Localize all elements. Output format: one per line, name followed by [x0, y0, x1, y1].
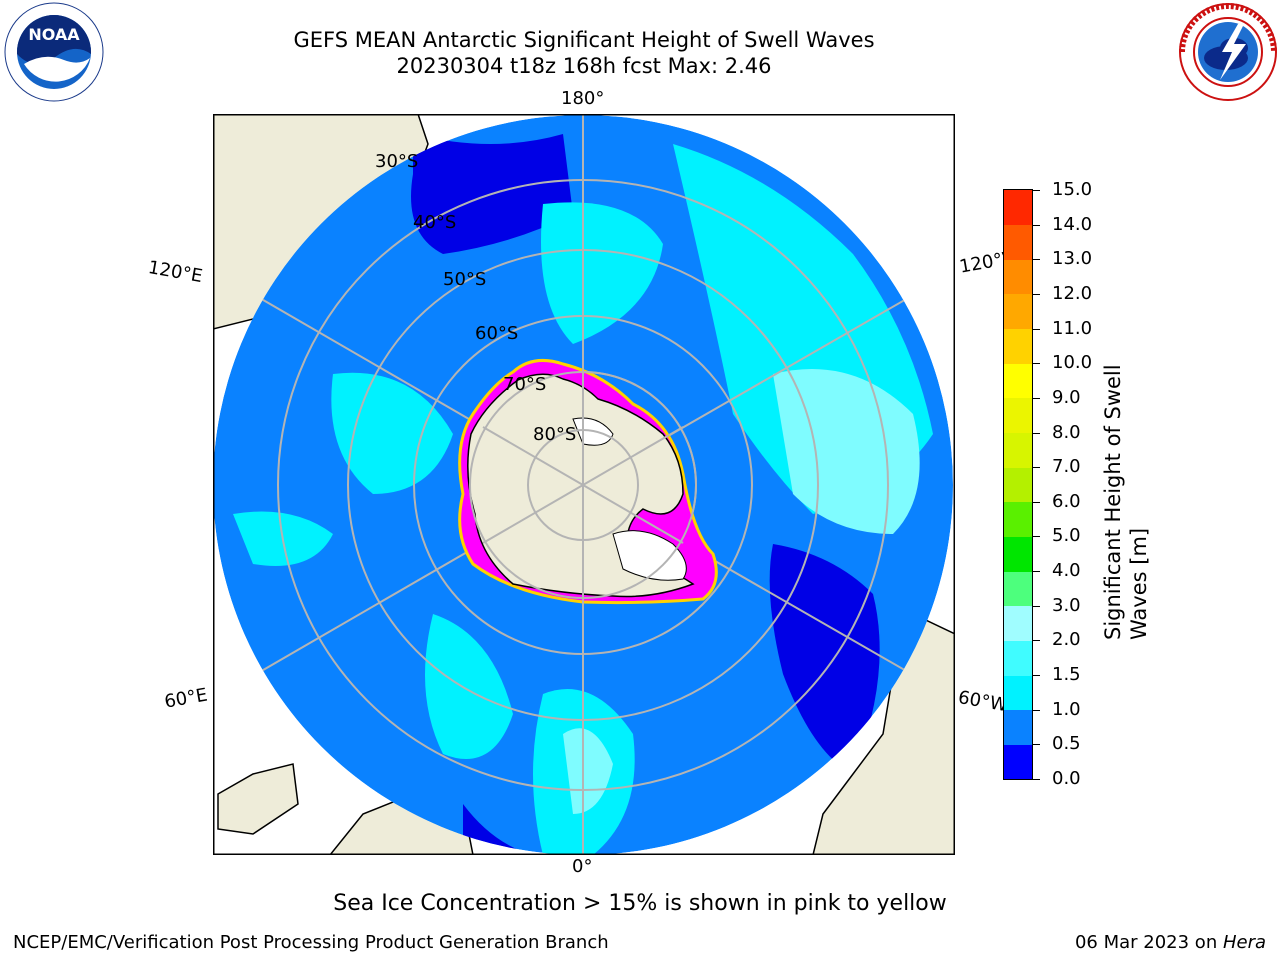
colorbar-tick [1033, 744, 1040, 746]
colorbar-segment [1004, 744, 1032, 780]
colorbar-tick [1033, 709, 1040, 711]
colorbar-tick [1033, 259, 1040, 261]
footer-producer: NCEP/EMC/Verification Post Processing Pr… [13, 932, 609, 953]
colorbar-tick [1033, 363, 1040, 365]
colorbar-segment [1004, 224, 1032, 260]
colorbar-tick-label: 3.0 [1052, 594, 1081, 616]
colorbar-tick-label: 9.0 [1052, 386, 1081, 408]
colorbar-segment [1004, 432, 1032, 468]
colorbar-tick [1033, 640, 1040, 642]
colorbar-segment [1004, 709, 1032, 745]
colorbar-tick [1033, 190, 1040, 191]
colorbar-tick [1033, 432, 1040, 434]
lon-label-0: 0° [572, 856, 593, 877]
national-weather-service-logo-icon [1179, 3, 1277, 101]
colorbar-tick [1033, 675, 1040, 677]
polar-map [213, 114, 955, 855]
colorbar-tick-label: 8.0 [1052, 421, 1081, 443]
colorbar-segment [1004, 293, 1032, 330]
lat-label-30s: 30°S [375, 151, 419, 172]
colorbar [1003, 189, 1033, 780]
colorbar-tick-label: 1.0 [1052, 698, 1081, 720]
colorbar-segment [1004, 675, 1032, 711]
lat-label-50s: 50°S [443, 269, 487, 290]
colorbar-segment [1004, 397, 1032, 434]
colorbar-tick-label: 14.0 [1052, 213, 1093, 235]
colorbar-tick-label: 5.0 [1052, 525, 1081, 547]
colorbar-segment [1004, 501, 1032, 537]
colorbar-tick-label: 0.0 [1052, 768, 1081, 789]
lon-label-60e: 60°E [162, 684, 210, 713]
colorbar-tick [1033, 501, 1040, 503]
colorbar-tick [1033, 536, 1040, 538]
colorbar-tick-label: 4.0 [1052, 560, 1081, 582]
lat-label-40s: 40°S [413, 212, 457, 233]
colorbar-segment [1004, 536, 1032, 572]
sea-ice-note: Sea Ice Concentration > 15% is shown in … [333, 891, 947, 916]
colorbar-tick-label: 11.0 [1052, 317, 1093, 339]
colorbar-tick [1033, 779, 1040, 780]
colorbar-segment [1004, 467, 1032, 503]
colorbar-tick-label: 13.0 [1052, 248, 1093, 270]
colorbar-tick [1033, 397, 1040, 399]
colorbar-tick-label: 12.0 [1052, 282, 1093, 304]
colorbar-tick-label: 7.0 [1052, 456, 1081, 478]
chart-title: GEFS MEAN Antarctic Significant Height o… [293, 28, 875, 52]
colorbar-tick-label: 6.0 [1052, 490, 1081, 512]
colorbar-tick-label: 15.0 [1052, 179, 1093, 200]
chart-subtitle: 20230304 t18z 168h fcst Max: 2.46 [396, 54, 772, 78]
colorbar-tick [1033, 467, 1040, 469]
colorbar-tick-label: 0.5 [1052, 733, 1081, 755]
colorbar-segment [1004, 363, 1032, 399]
colorbar-segment [1004, 571, 1032, 607]
colorbar-tick [1033, 605, 1040, 607]
lat-label-60s: 60°S [475, 323, 519, 344]
lon-label-180: 180° [561, 88, 605, 109]
lon-label-120e: 120°E [146, 257, 205, 288]
lat-label-70s: 70°S [503, 374, 547, 395]
lon-label-60w: 60°W [956, 687, 1010, 717]
colorbar-segment [1004, 259, 1032, 295]
colorbar-tick [1033, 571, 1040, 573]
footer-date: 06 Mar 2023 on Hera [1074, 932, 1266, 953]
colorbar-tick [1033, 224, 1040, 226]
colorbar-tick-label: 2.0 [1052, 629, 1081, 651]
colorbar-tick-label: 10.0 [1052, 352, 1093, 374]
colorbar-tick-label: 1.5 [1052, 664, 1081, 686]
noaa-logo-icon: NOAA [4, 2, 104, 102]
colorbar-label: Significant Height of Swell Waves [m] [1101, 364, 1151, 640]
colorbar-tick [1033, 293, 1040, 295]
colorbar-segment [1004, 605, 1032, 641]
colorbar-segment [1004, 328, 1032, 364]
colorbar-tick [1033, 328, 1040, 330]
colorbar-segment [1004, 190, 1032, 226]
lat-label-80s: 80°S [533, 424, 577, 445]
colorbar-segment [1004, 640, 1032, 676]
madagascar-landmass [217, 763, 299, 835]
svg-text:NOAA: NOAA [28, 25, 80, 44]
